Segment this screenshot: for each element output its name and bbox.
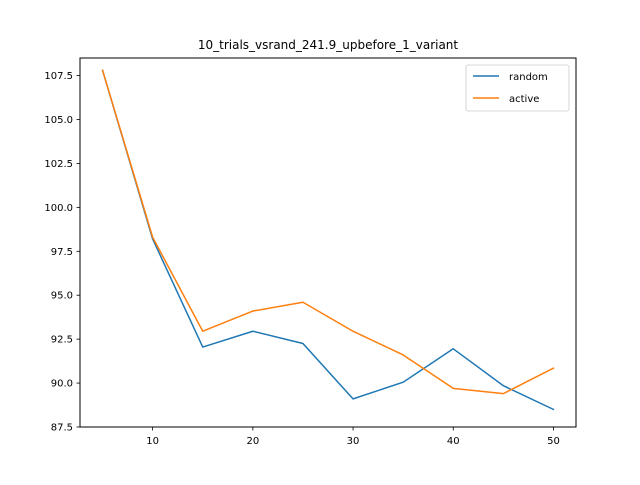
y-tick-label: 87.5 <box>51 423 73 434</box>
legend-label-random: random <box>509 72 548 83</box>
y-axis: 87.5 90.0 92.5 95.0 97.5 100.0 102.5 105.0 107.5 <box>44 71 80 434</box>
chart-title: 10_trials_vsrand_241.9_upbefore_1_varian… <box>198 38 459 52</box>
y-tick-label: 105.0 <box>44 115 73 126</box>
x-tick-label: 20 <box>246 436 259 447</box>
legend: random active <box>465 64 570 112</box>
x-tick-label: 10 <box>146 436 159 447</box>
y-tick-label: 107.5 <box>44 71 73 82</box>
series-line-random <box>101 69 555 411</box>
y-tick-label: 100.0 <box>44 203 73 214</box>
y-tick-label: 92.5 <box>51 335 73 346</box>
plot-lines <box>101 69 555 411</box>
y-tick-label: 95.0 <box>51 291 73 302</box>
plot-frame <box>79 57 577 428</box>
y-tick-label: 102.5 <box>44 159 73 170</box>
x-tick-label: 40 <box>447 436 460 447</box>
x-tick-label: 50 <box>547 436 560 447</box>
y-tick-label: 97.5 <box>51 247 73 258</box>
y-tick-label: 90.0 <box>51 379 73 390</box>
x-tick-label: 30 <box>347 436 360 447</box>
legend-label-active: active <box>509 94 539 105</box>
series-line-active <box>101 69 555 395</box>
x-axis: 10 20 30 40 50 <box>146 427 560 447</box>
